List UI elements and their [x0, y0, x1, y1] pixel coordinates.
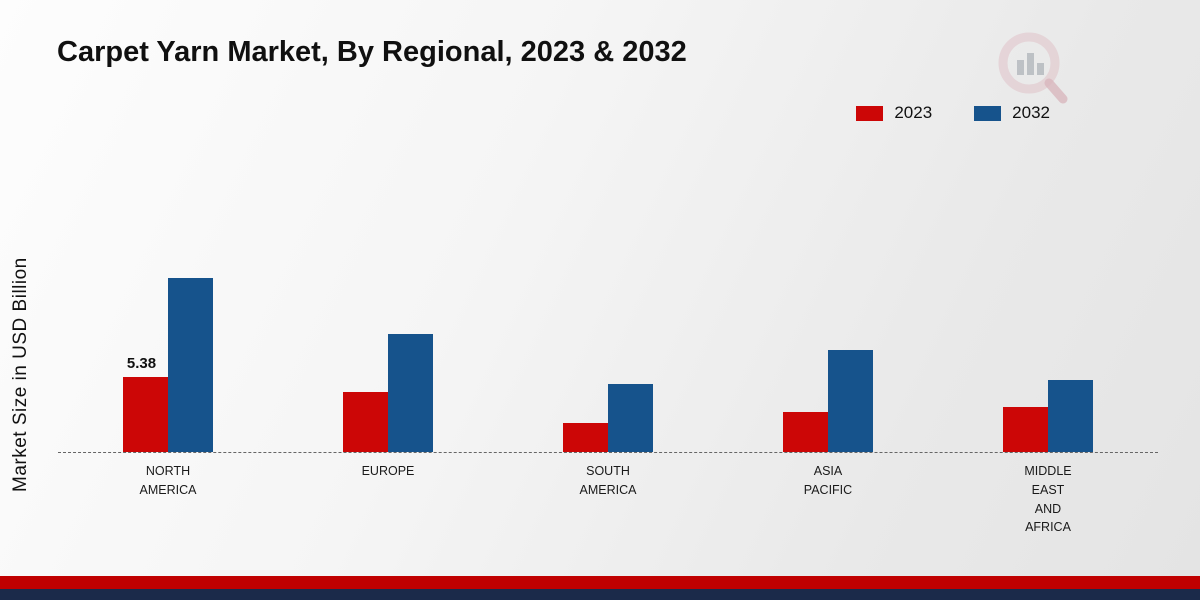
- legend-item-2032: 2032: [974, 103, 1050, 123]
- bar-2023: [563, 423, 608, 452]
- category-label: MIDDLE EAST AND AFRICA: [1024, 464, 1072, 535]
- bar-2032: [168, 278, 213, 452]
- bar-2023: [783, 412, 828, 452]
- bar-group: [563, 384, 653, 452]
- legend-label: 2032: [1012, 103, 1050, 122]
- footer-navy-stripe: [0, 589, 1200, 600]
- bar-value-label: 5.38: [126, 355, 157, 372]
- chart-title: Carpet Yarn Market, By Regional, 2023 & …: [57, 36, 687, 68]
- legend-swatch-icon: [974, 105, 1002, 121]
- y-axis-label: Market Size in USD Billion: [10, 257, 31, 492]
- brand-logo-icon: [992, 30, 1072, 110]
- bar-group: [343, 334, 433, 452]
- bar-group: 5.38: [123, 278, 213, 452]
- bar-2032: [828, 350, 873, 452]
- category-label: ASIA PACIFIC: [803, 464, 853, 497]
- bar-2032: [388, 334, 433, 452]
- category-label: SOUTH AMERICA: [579, 464, 637, 497]
- plot-area: 5.38: [58, 192, 1158, 453]
- legend: 2023 2032: [856, 103, 1050, 123]
- bar-group: [783, 350, 873, 452]
- bar-group: [1003, 380, 1093, 452]
- bar-2032: [1048, 380, 1093, 452]
- magnifier-chart-icon: [998, 32, 1068, 104]
- bar-2023: [343, 392, 388, 452]
- legend-item-2023: 2023: [856, 103, 932, 123]
- bar-2023: [1003, 407, 1048, 452]
- category-axis: NORTH AMERICA EUROPE SOUTH AMERICA ASIA PAC…: [58, 462, 1158, 537]
- bar-2032: [608, 384, 653, 452]
- footer-red-stripe: [0, 576, 1200, 589]
- bar-2023: 5.38: [123, 355, 168, 452]
- legend-swatch-icon: [856, 105, 884, 121]
- category-label: NORTH AMERICA: [139, 464, 197, 497]
- legend-label: 2023: [894, 103, 933, 122]
- bar-chart: 5.38 NORTH AMERICA EUROPE SOUTH AMERICA ASI…: [58, 192, 1158, 537]
- category-label: EUROPE: [361, 464, 415, 478]
